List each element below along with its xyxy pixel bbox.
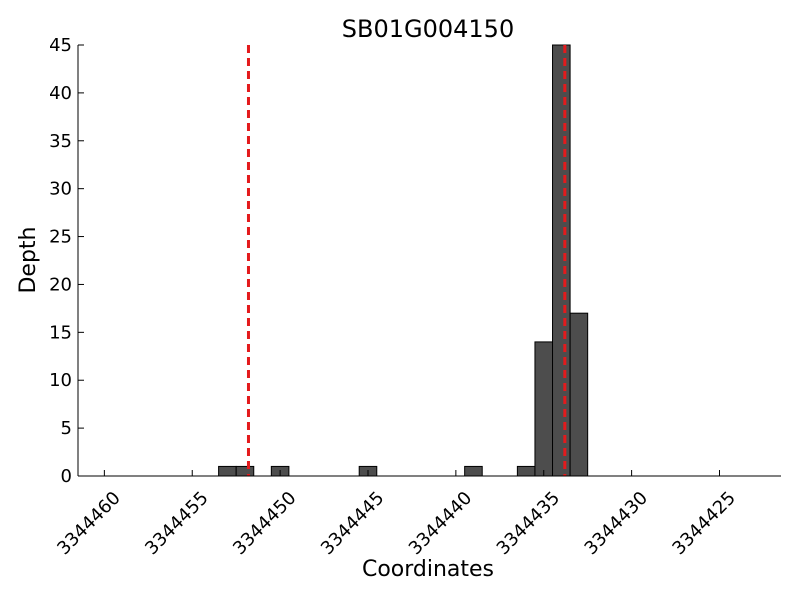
y-axis-title: Depth — [16, 226, 41, 293]
y-tick-label-35: 35 — [49, 131, 72, 152]
chart-title: SB01G004150 — [342, 15, 514, 43]
x-tick-label-3344425: 3344425 — [668, 488, 740, 560]
bar-3344434 — [552, 44, 571, 477]
bar-3344439 — [464, 465, 483, 477]
y-tick-label-20: 20 — [49, 274, 72, 295]
y-tick-label-0: 0 — [61, 466, 72, 487]
y-tick-label-45: 45 — [49, 35, 72, 56]
bars-layer — [218, 44, 589, 477]
x-tick-label-3344440: 3344440 — [405, 488, 477, 560]
x-tick-label-3344455: 3344455 — [141, 488, 213, 560]
y-tick-label-25: 25 — [49, 227, 72, 248]
y-tick-label-30: 30 — [49, 179, 72, 200]
x-tick-label-3344460: 3344460 — [53, 488, 125, 560]
x-tick-label-3344435: 3344435 — [493, 488, 565, 560]
x-tick-label-3344450: 3344450 — [229, 488, 301, 560]
reference-lines-layer — [246, 45, 567, 476]
bar-3344433 — [569, 312, 589, 477]
bar-3344435 — [534, 341, 554, 477]
bar-3344453 — [218, 465, 237, 477]
bar-3344436 — [516, 465, 536, 477]
bar-3344452 — [235, 465, 255, 477]
y-tick-label-40: 40 — [49, 83, 72, 104]
y-tick-label-5: 5 — [61, 418, 72, 439]
x-tick-label-3344430: 3344430 — [581, 488, 653, 560]
axes-layer — [77, 45, 781, 477]
x-axis-title: Coordinates — [362, 557, 494, 582]
y-tick-label-10: 10 — [49, 370, 72, 391]
y-tick-label-15: 15 — [49, 322, 72, 343]
x-tick-label-3344445: 3344445 — [317, 488, 389, 560]
